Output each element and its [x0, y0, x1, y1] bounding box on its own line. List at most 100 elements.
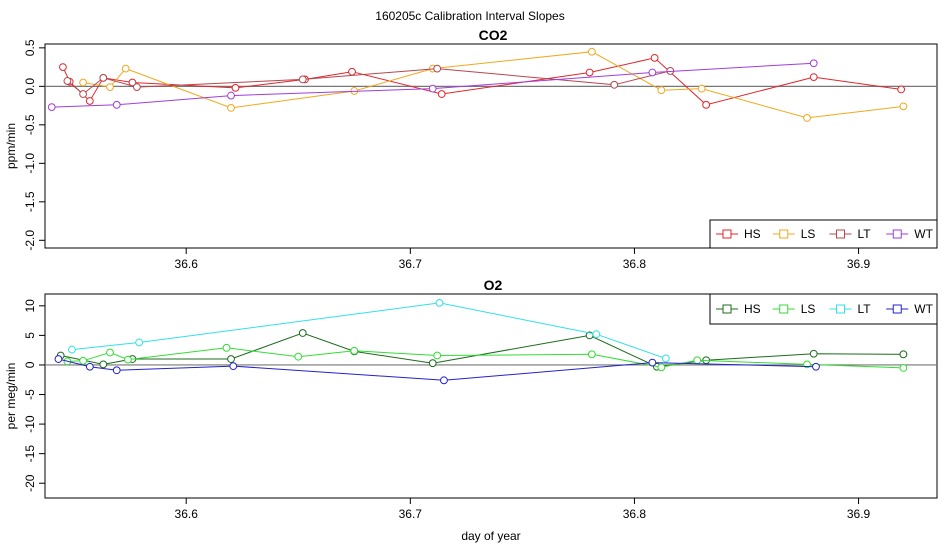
y-tick-label: 10	[23, 299, 37, 313]
x-tick-label: 36.7	[399, 507, 423, 521]
y-tick-label: -10	[23, 415, 37, 433]
data-point	[59, 63, 67, 71]
y-tick-label: -0.5	[23, 114, 37, 135]
data-point	[809, 59, 818, 68]
data-point	[63, 77, 72, 85]
y-tick-label: -5	[23, 389, 37, 400]
data-point	[85, 362, 94, 371]
data-point	[809, 73, 818, 82]
legend-marker	[836, 229, 845, 239]
data-point	[121, 64, 130, 73]
data-point	[899, 102, 908, 111]
x-tick-label: 36.6	[175, 257, 199, 271]
legend-label: LS	[801, 302, 816, 316]
series-hs	[56, 329, 908, 371]
series-line	[71, 302, 666, 359]
data-point	[897, 85, 906, 94]
data-point	[697, 84, 706, 93]
data-point	[231, 83, 240, 92]
data-point	[124, 355, 132, 364]
data-point	[657, 363, 666, 372]
legend-item-hs: HS	[716, 302, 761, 316]
series-hs	[59, 53, 906, 109]
plot-frame	[44, 43, 938, 249]
legend-item-lt: LT	[829, 227, 872, 241]
data-point	[657, 86, 666, 95]
series-wt	[47, 59, 818, 112]
legend-item-wt: WT	[886, 302, 934, 316]
legend-label: LS	[801, 227, 816, 241]
data-point	[47, 103, 56, 112]
data-point	[85, 97, 94, 105]
legend-marker	[722, 229, 732, 239]
x-tick-label: 36.9	[847, 257, 871, 271]
data-point	[132, 83, 141, 92]
x-tick-label: 36.9	[847, 507, 871, 521]
legend-marker	[722, 304, 732, 314]
data-point	[650, 53, 659, 62]
data-point	[693, 356, 702, 365]
data-point	[428, 84, 437, 93]
data-point	[433, 351, 442, 360]
series-line	[62, 57, 902, 106]
data-point	[803, 114, 811, 122]
data-point	[112, 366, 121, 375]
legend: HS LS LT WT	[709, 219, 938, 249]
data-point	[440, 376, 448, 385]
data-point	[79, 90, 88, 98]
data-point	[648, 358, 657, 367]
legend-marker	[779, 304, 789, 314]
panel-0: CO2 36.6 36.7 36.8 36.9 0.5 0.0 -0.5 -1.0 -1.5 -2.…	[4, 27, 938, 271]
y-tick-label: -1.5	[23, 191, 37, 212]
data-point	[99, 360, 108, 369]
data-point	[222, 343, 231, 352]
legend-label: WT	[914, 227, 933, 241]
data-point	[812, 362, 820, 371]
data-point	[610, 80, 619, 89]
legend-label: LT	[858, 302, 872, 316]
legend-item-hs: HS	[716, 227, 761, 241]
data-point	[229, 362, 238, 371]
data-point	[79, 78, 88, 87]
series-wt	[54, 355, 820, 385]
data-point	[106, 83, 114, 92]
plot-frame	[44, 293, 938, 499]
legend-label: LT	[858, 227, 872, 241]
data-point	[433, 64, 442, 73]
data-point	[227, 103, 235, 112]
data-point	[428, 359, 437, 368]
data-point	[585, 68, 594, 77]
data-point	[587, 350, 596, 359]
y-tick-label: -20	[23, 474, 37, 492]
x-tick-label: 36.6	[175, 507, 199, 521]
figure-title: 160205c Calibration Interval Slopes	[375, 9, 564, 23]
data-point	[350, 346, 359, 355]
series-lt	[63, 64, 675, 98]
legend-label: HS	[744, 302, 761, 316]
series-line	[67, 68, 671, 95]
y-tick-label: -1.0	[23, 153, 37, 174]
x-tick-label: 36.8	[623, 257, 647, 271]
data-point	[435, 298, 444, 307]
data-point	[294, 352, 303, 361]
x-tick-label: 36.7	[399, 257, 423, 271]
panel-title: CO2	[479, 27, 508, 43]
y-axis-label: per meg/min	[4, 363, 18, 430]
data-point	[587, 47, 596, 56]
x-tick-label: 36.8	[623, 507, 647, 521]
data-point	[106, 348, 114, 357]
data-point	[592, 330, 601, 339]
legend-marker	[892, 229, 902, 239]
legend-item-ls: LS	[772, 302, 816, 316]
y-tick-label: -2.0	[23, 230, 37, 251]
legend-marker	[779, 229, 789, 239]
data-point	[99, 73, 108, 82]
y-tick-label: 0.0	[23, 78, 37, 95]
data-point	[437, 90, 446, 98]
legend-marker	[892, 304, 902, 314]
chart-panels: CO2 36.6 36.7 36.8 36.9 0.5 0.0 -0.5 -1.0 -1.5 -2.…	[4, 27, 938, 543]
legend-label: WT	[914, 302, 933, 316]
data-point	[227, 355, 235, 363]
